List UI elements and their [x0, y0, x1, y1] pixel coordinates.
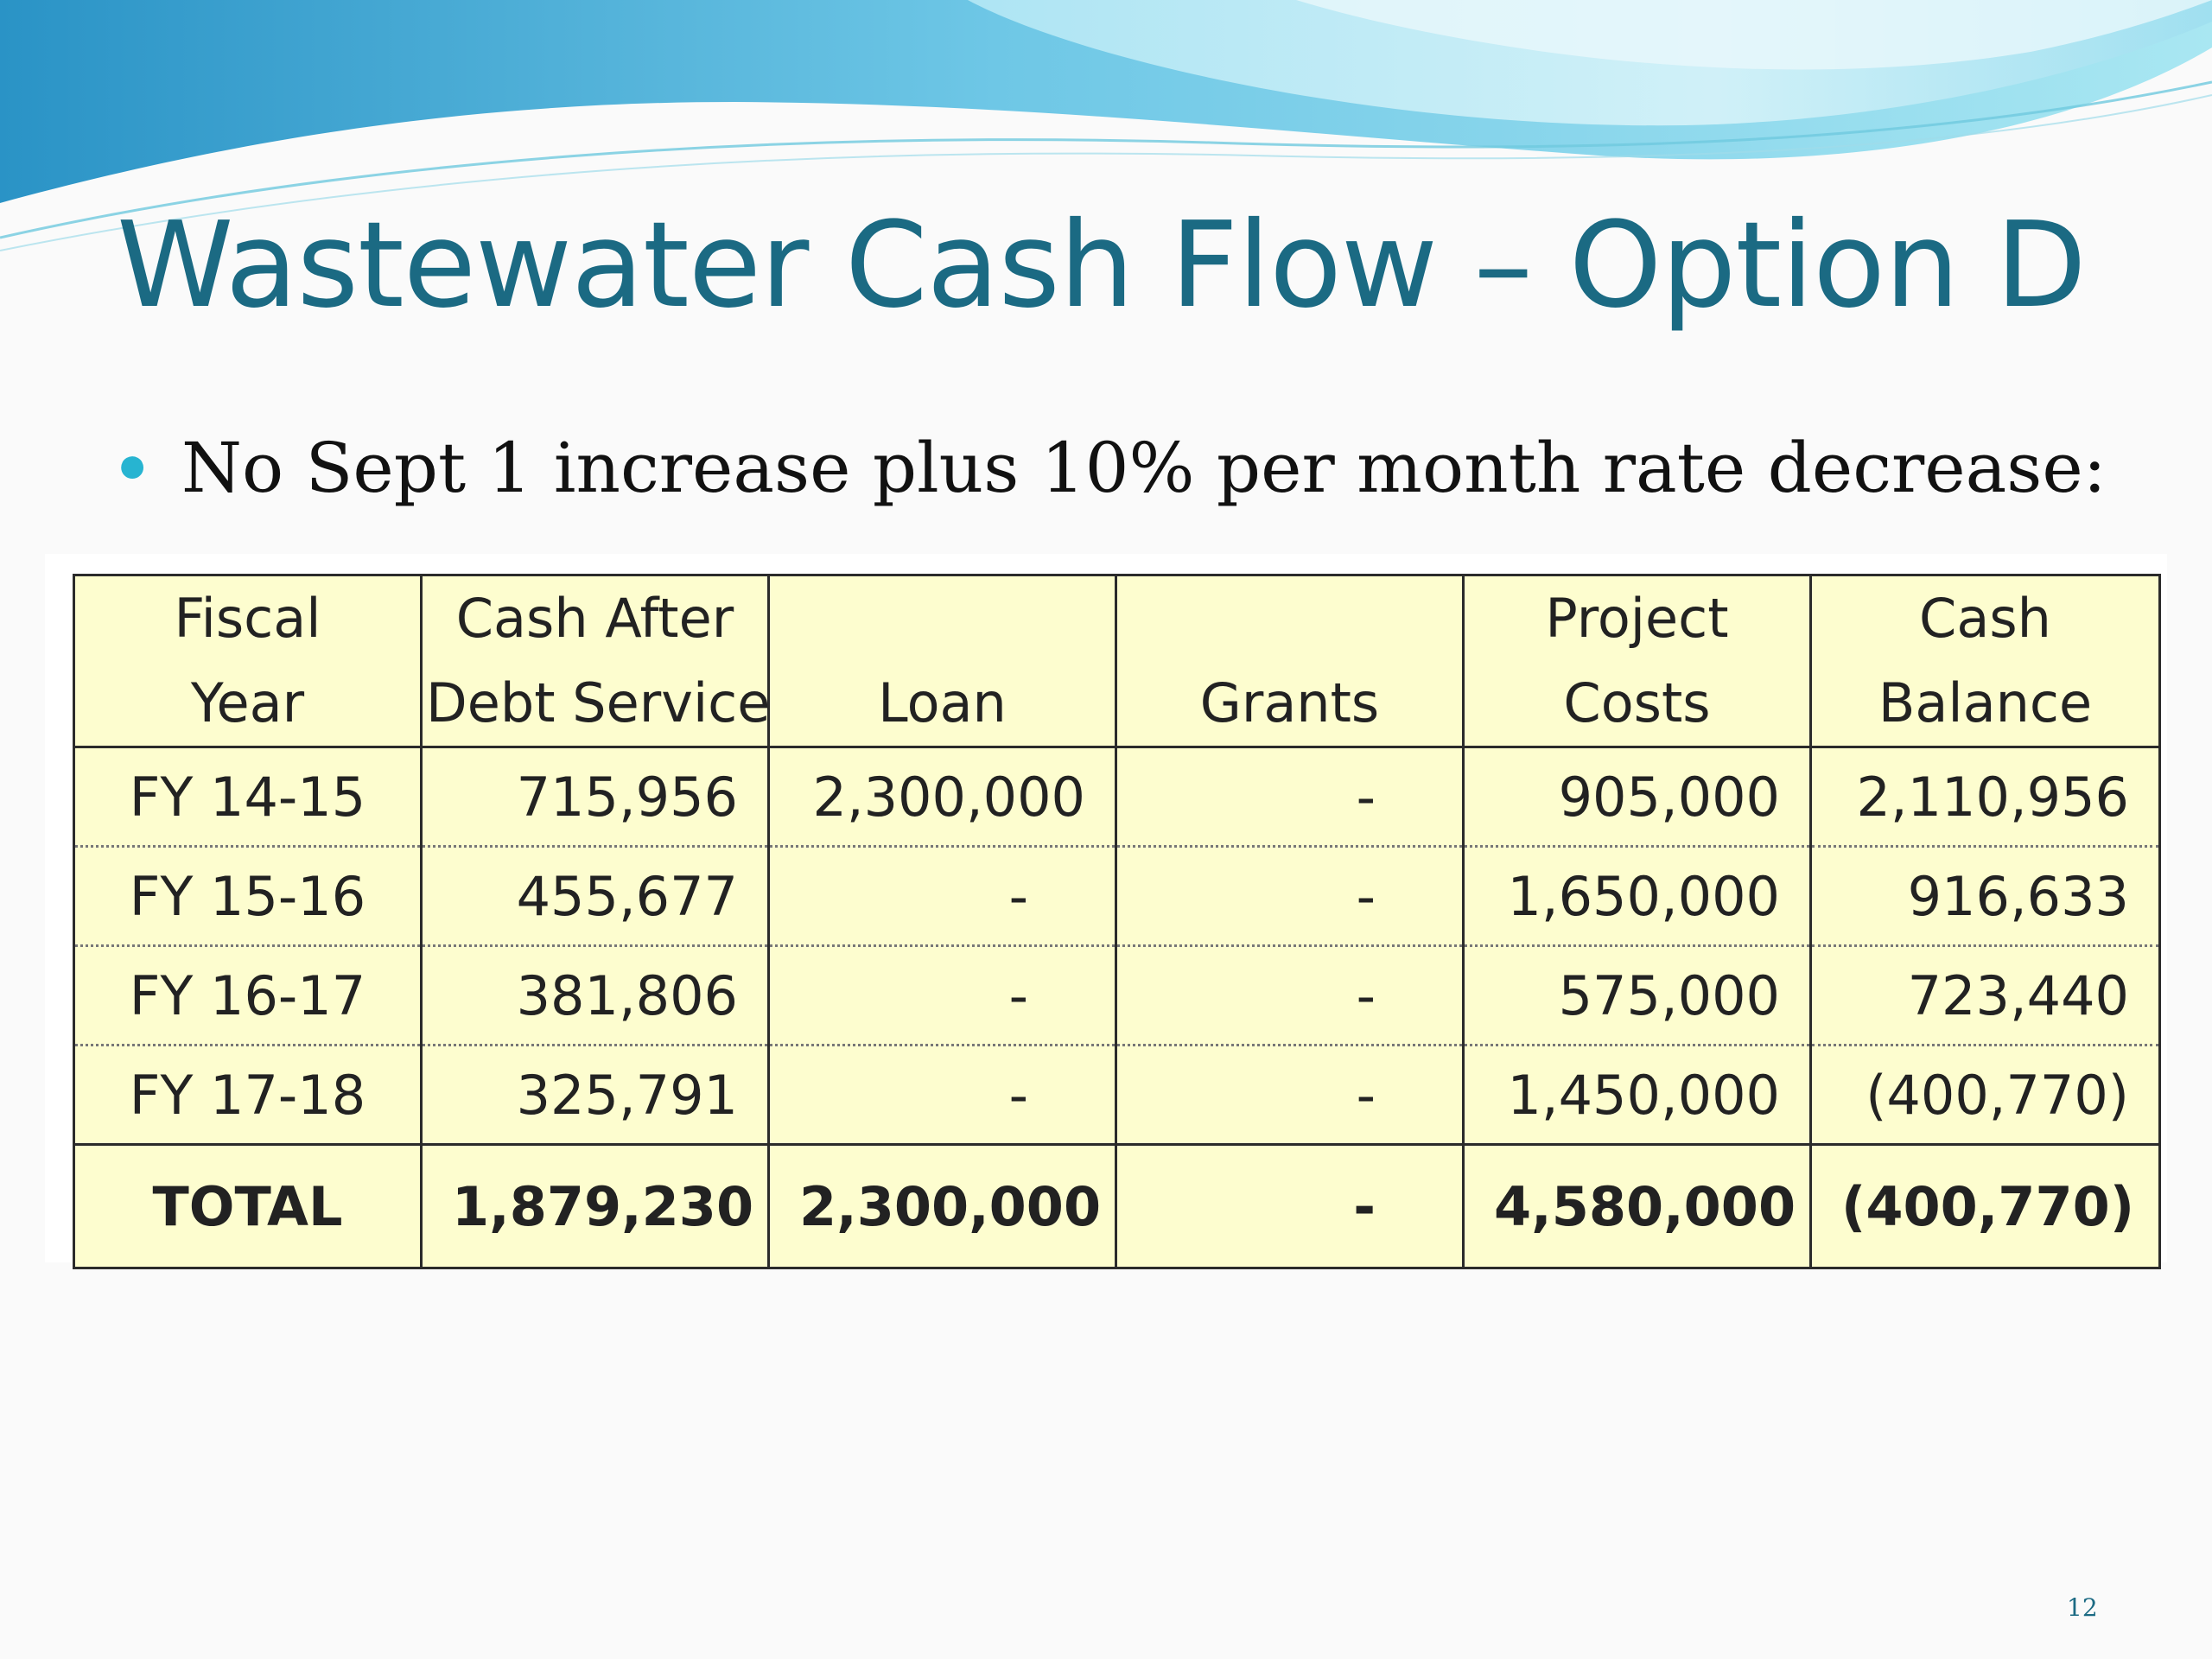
cell-grants: -	[1115, 846, 1465, 947]
cell-cash-after-debt-service: 381,806	[420, 945, 770, 1046]
cell-fiscal-year: FY 14-15	[73, 747, 423, 848]
total-cash-after-debt-service: 1,879,230	[420, 1143, 770, 1269]
cash-flow-table: Fiscal Year Cash After Debt Service Loan G…	[73, 574, 2161, 1269]
cell-cash-balance: (400,770)	[1809, 1045, 2161, 1146]
cell-cash-balance: 723,440	[1809, 945, 2161, 1046]
table-total-row: TOTAL 1,879,230 2,300,000 - 4,580,000 (4…	[73, 1143, 2161, 1269]
header-grants: Grants	[1115, 574, 1465, 748]
bullet-point: ● No Sept 1 increase plus 10% per month …	[117, 420, 2107, 515]
cell-loan: -	[767, 846, 1117, 947]
table-row: FY 15-16 455,677 - - 1,650,000 916,633	[73, 846, 2161, 947]
cell-loan: 2,300,000	[767, 747, 1117, 848]
cell-cash-after-debt-service: 455,677	[420, 846, 770, 947]
cell-cash-after-debt-service: 715,956	[420, 747, 770, 848]
cell-project-costs: 575,000	[1462, 945, 1812, 1046]
cell-project-costs: 1,450,000	[1462, 1045, 1812, 1146]
table-header-row: Fiscal Year Cash After Debt Service Loan G…	[73, 574, 2161, 748]
total-grants: -	[1115, 1143, 1465, 1269]
cell-grants: -	[1115, 1045, 1465, 1146]
cell-fiscal-year: FY 17-18	[73, 1045, 423, 1146]
cell-project-costs: 905,000	[1462, 747, 1812, 848]
header-cash-after-debt-service: Cash After Debt Service	[420, 574, 770, 748]
cell-loan: -	[767, 1045, 1117, 1146]
cell-fiscal-year: FY 15-16	[73, 846, 423, 947]
cell-cash-balance: 2,110,956	[1809, 747, 2161, 848]
cell-project-costs: 1,650,000	[1462, 846, 1812, 947]
slide-number: 12	[2067, 1593, 2098, 1622]
total-label: TOTAL	[73, 1143, 423, 1269]
header-loan: Loan	[767, 574, 1117, 748]
header-fiscal-year: Fiscal Year	[73, 574, 423, 748]
total-loan: 2,300,000	[767, 1143, 1117, 1269]
table-row: FY 16-17 381,806 - - 575,000 723,440	[73, 945, 2161, 1046]
cell-grants: -	[1115, 945, 1465, 1046]
table-row: FY 14-15 715,956 2,300,000 - 905,000 2,1…	[73, 747, 2161, 848]
header-wave-decoration	[0, 0, 2212, 251]
cell-fiscal-year: FY 16-17	[73, 945, 423, 1046]
cell-loan: -	[767, 945, 1117, 1046]
total-cash-balance: (400,770)	[1809, 1143, 2161, 1269]
table-row: FY 17-18 325,791 - - 1,450,000 (400,770)	[73, 1045, 2161, 1146]
bullet-text: No Sept 1 increase plus 10% per month ra…	[181, 427, 2107, 508]
bullet-dot-icon: ●	[117, 435, 149, 493]
total-project-costs: 4,580,000	[1462, 1143, 1812, 1269]
header-project-costs: Project Costs	[1462, 574, 1812, 748]
cell-cash-after-debt-service: 325,791	[420, 1045, 770, 1146]
cell-grants: -	[1115, 747, 1465, 848]
slide-title: Wastewater Cash Flow – Option D	[117, 197, 2087, 334]
header-cash-balance: Cash Balance	[1809, 574, 2161, 748]
cell-cash-balance: 916,633	[1809, 846, 2161, 947]
